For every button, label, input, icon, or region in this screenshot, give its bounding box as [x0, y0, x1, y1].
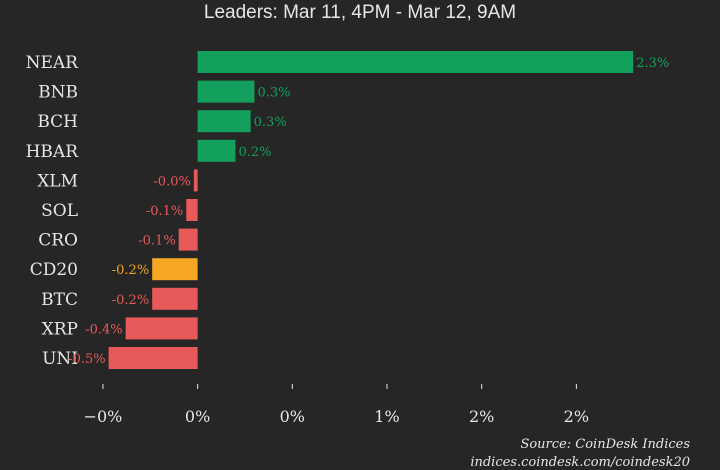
category-label: XRP — [42, 319, 78, 339]
value-label: 0.3% — [257, 86, 290, 101]
bar — [197, 110, 251, 133]
category-label: UNI — [42, 349, 78, 369]
category-label: BCH — [37, 112, 78, 132]
category-label: XLM — [37, 171, 78, 191]
x-tick-label: 0% — [185, 407, 210, 426]
bar — [197, 80, 255, 103]
value-label: -0.2% — [112, 293, 149, 308]
value-label: -0.4% — [85, 322, 122, 337]
value-label: -0.1% — [146, 204, 183, 219]
value-label: -0.5% — [68, 352, 105, 367]
value-label: 0.2% — [239, 145, 272, 160]
category-label: CRO — [38, 231, 78, 251]
value-label: 0.3% — [254, 115, 287, 130]
category-label: HBAR — [26, 142, 80, 162]
category-label: BTC — [41, 290, 78, 310]
x-tick-label: 2% — [469, 407, 494, 426]
bar — [197, 139, 236, 162]
value-label: -0.1% — [138, 234, 175, 249]
x-tick-label: 2% — [564, 407, 589, 426]
bar — [197, 51, 634, 73]
bar — [193, 169, 198, 192]
bar — [125, 317, 198, 340]
bar — [186, 199, 198, 221]
category-label: BNB — [38, 83, 78, 103]
source-attribution: Source: CoinDesk Indices — [520, 437, 690, 452]
bar — [152, 258, 198, 281]
value-label: -0.2% — [112, 263, 149, 278]
category-label: SOL — [41, 201, 78, 221]
category-label: NEAR — [26, 53, 80, 73]
x-tick-label: −0% — [84, 407, 123, 426]
source-url: indices.coindesk.com/coindesk20 — [470, 455, 690, 470]
category-label: CD20 — [30, 260, 78, 280]
value-label: -0.0% — [153, 174, 190, 189]
chart-title: Leaders: Mar 11, 4PM - Mar 12, 9AM — [203, 2, 517, 23]
bar — [152, 287, 198, 310]
bar — [108, 347, 198, 369]
value-label: 2.3% — [636, 56, 669, 71]
bar — [178, 228, 198, 251]
x-tick-label: 0% — [280, 407, 305, 426]
x-tick-label: 1% — [374, 407, 399, 426]
